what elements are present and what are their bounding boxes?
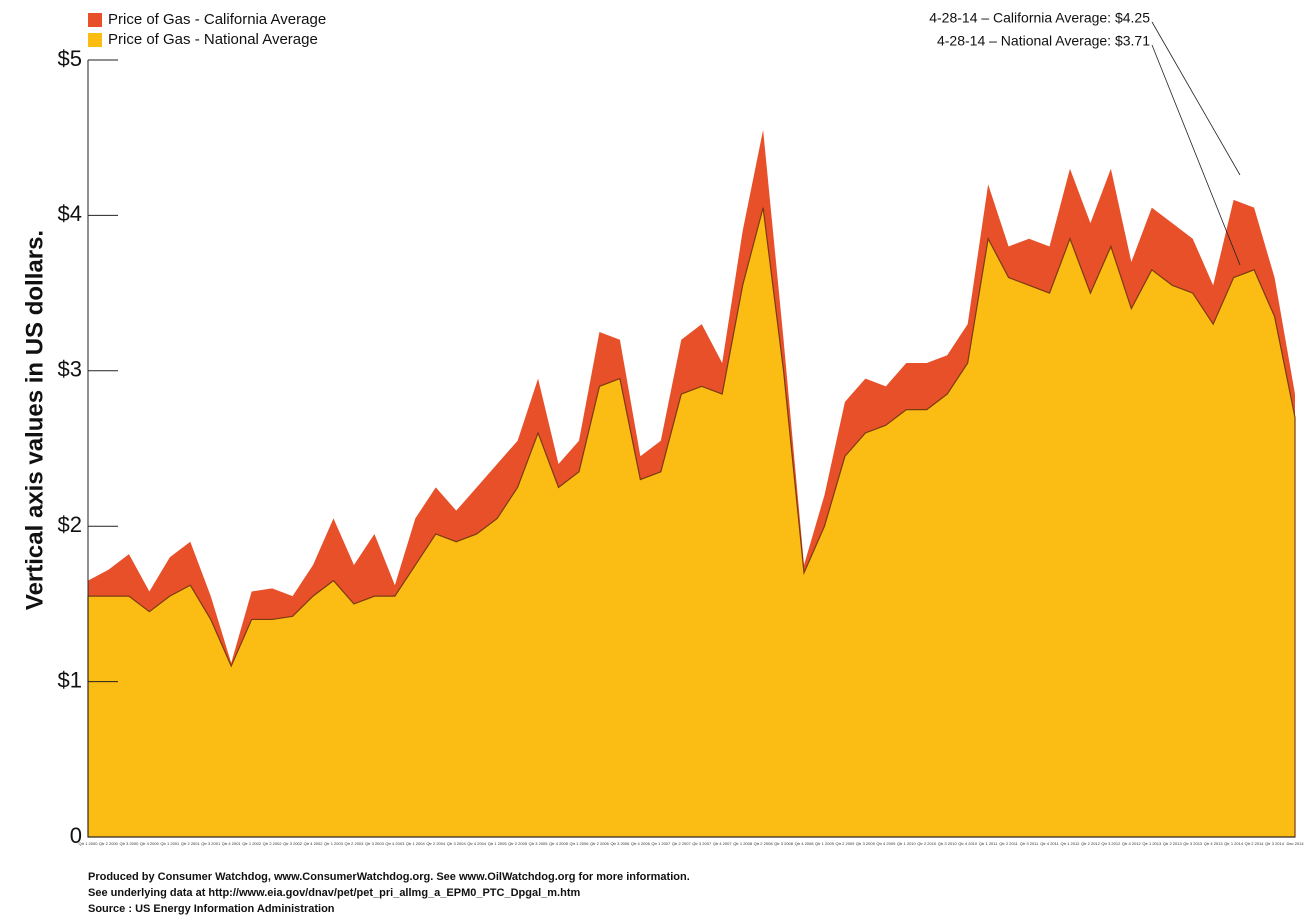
x-tick-label: Qtr 3 2003: [365, 841, 385, 846]
x-tick-label: Qtr 4 2006: [631, 841, 651, 846]
area: [87, 207, 1296, 838]
y-tick-label: $5: [58, 46, 82, 71]
x-tick-label: Qtr 2 2013: [1163, 841, 1183, 846]
footer: Produced by Consumer Watchdog, www.Consu…: [88, 871, 690, 883]
x-tick-label: Qtr 3 2014: [1265, 841, 1285, 846]
x-tick-label: Qtr 2 2001: [181, 841, 201, 846]
y-tick-label: 0: [70, 823, 82, 848]
y-tick-label: $2: [58, 512, 82, 537]
legend-label: Price of Gas - California Average: [108, 11, 326, 28]
x-tick-label: Qtr 4 2001: [222, 841, 242, 846]
x-tick-label: Qtr 2 2002: [263, 841, 283, 846]
x-tick-label: Qtr 1 2010: [897, 841, 917, 846]
legend-swatch: [88, 13, 102, 27]
x-tick-label: Qtr 3 2002: [283, 841, 303, 846]
x-tick-label: Qtr 4 2009: [876, 841, 896, 846]
x-tick-label: Qtr 4 2010: [958, 841, 978, 846]
x-tick-label: Qtr 3 2006: [610, 841, 630, 846]
x-tick-label: Qtr 3 2013: [1183, 841, 1203, 846]
annotation: 4-28-14 – California Average: $4.25: [929, 10, 1150, 26]
x-tick-label: Qtr 2 2008: [754, 841, 774, 846]
x-tick-label: Qtr 3 2001: [201, 841, 221, 846]
x-tick-label: Qtr 3 2004: [447, 841, 467, 846]
x-tick-label: Qtr 4 2003: [385, 841, 405, 846]
x-tick-label: Qtr 4 2002: [304, 841, 324, 846]
x-tick-label: Qtr 1 2012: [1061, 841, 1081, 846]
y-tick-label: $4: [58, 201, 82, 226]
x-tick-label: Qtr 4 2004: [467, 841, 487, 846]
x-tick-label: Qtr 2 2011: [999, 841, 1018, 846]
x-tick-label: Qtr 3 2005: [529, 841, 549, 846]
y-tick-label: $1: [58, 667, 82, 692]
x-tick-label: Qtr 1 2014: [1224, 841, 1244, 846]
x-tick-label: Qtr 2 2006: [590, 841, 610, 846]
x-tick-label: Qtr 3 2009: [856, 841, 876, 846]
x-tick-label: Qtr 3 2011: [1020, 841, 1039, 846]
x-tick-label: Qtr 2 2014: [1245, 841, 1265, 846]
legend-label: Price of Gas - National Average: [108, 31, 318, 48]
x-tick-label: Qtr 3 2007: [692, 841, 712, 846]
y-axis-label: Vertical axis values in US dollars.: [21, 230, 48, 610]
x-tick-label: Qtr 1 2001: [160, 841, 180, 846]
annotation: 4-28-14 – National Average: $3.71: [937, 33, 1150, 49]
x-tick-label: Qtr 1 2006: [570, 841, 590, 846]
x-tick-label: Qtr 2 2004: [426, 841, 446, 846]
x-tick-label: Qtr 1 2011: [979, 841, 998, 846]
x-tick-label: Qtr 2 2007: [672, 841, 692, 846]
x-tick-label: Qtr 1 2007: [651, 841, 671, 846]
x-tick-label: Qtr 3 2000: [119, 841, 139, 846]
x-tick-label: Qtr 1 2003: [324, 841, 344, 846]
x-tick-label: Qtr 1 2005: [488, 841, 508, 846]
x-tick-label: Qtr 4 2013: [1204, 841, 1224, 846]
x-tick-label: Qtr 1 2009: [815, 841, 835, 846]
x-tick-label: Qtr 1 2008: [733, 841, 753, 846]
x-tick-label: Qtr 4 2011: [1040, 841, 1059, 846]
x-tick-label: Qtr 2 2012: [1081, 841, 1101, 846]
x-tick-label: Qtr 2 2005: [508, 841, 528, 846]
x-tick-label: Qtr 4 2005: [549, 841, 569, 846]
x-tick-label: Qtr 4 2007: [713, 841, 733, 846]
legend-swatch: [88, 33, 102, 47]
x-tick-label: Qtr 4 2000: [140, 841, 160, 846]
x-tick-label: Qtr 4 2012: [1122, 841, 1142, 846]
x-tick-label: Qtr 2 2009: [835, 841, 855, 846]
annotation-pointer: [1151, 44, 1241, 266]
x-tick-label: Qtr 2 2003: [344, 841, 364, 846]
x-tick-label: Qtr 1 2004: [406, 841, 426, 846]
x-tick-label: Qtr 1 2002: [242, 841, 262, 846]
x-tick-label: Qtr 2 2010: [917, 841, 937, 846]
annotation-pointer: [1151, 21, 1241, 176]
x-tick-label: Qtr 3 2008: [774, 841, 794, 846]
x-tick-label: Qtr 1 2000: [79, 841, 99, 846]
y-tick-label: $3: [58, 357, 82, 382]
footer: See underlying data at http://www.eia.go…: [88, 887, 580, 899]
x-tick-label: Qtr 3 2012: [1101, 841, 1121, 846]
x-tick-label: Qtr 2 2000: [99, 841, 119, 846]
x-tick-label: Qtr 1 2013: [1142, 841, 1162, 846]
footer: Source : US Energy Information Administr…: [88, 903, 335, 915]
x-tick-label: Qtr 3 2010: [938, 841, 958, 846]
x-tick-label: Qtr 4 2008: [795, 841, 815, 846]
x-tick-label: Dec 2014: [1286, 841, 1304, 846]
